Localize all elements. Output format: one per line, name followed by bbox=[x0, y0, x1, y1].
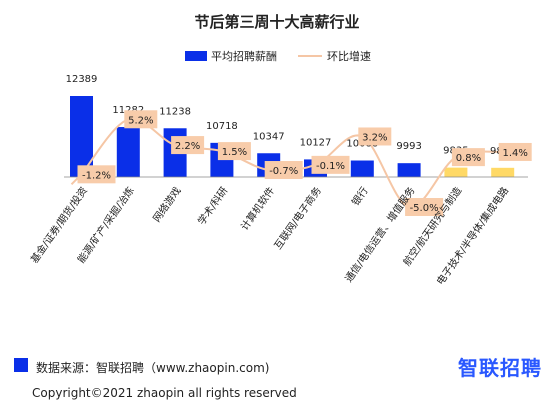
legend-line-label: 环比增速 bbox=[327, 49, 371, 63]
growth-label: -0.7% bbox=[269, 166, 298, 177]
category-label: 学术/科研 bbox=[195, 184, 231, 227]
growth-label: 1.5% bbox=[222, 147, 247, 158]
growth-label: 2.2% bbox=[175, 141, 200, 152]
bar-value-label: 12389 bbox=[66, 74, 98, 85]
growth-label-box bbox=[405, 198, 444, 216]
source-marker bbox=[14, 358, 28, 372]
bar bbox=[116, 127, 140, 177]
growth-label-box bbox=[264, 161, 303, 180]
copyright-text: Copyright©2021 zhaopin all rights reserv… bbox=[32, 386, 297, 400]
growth-labels: -1.2% 5.2% 2.2% 1.5% -0.7% -0.1% 3.2% -5.0% 0.8%… bbox=[77, 110, 532, 216]
growth-label: -1.2% bbox=[82, 170, 111, 181]
bar bbox=[70, 96, 93, 177]
growth-label: 0.8% bbox=[456, 153, 481, 164]
bar bbox=[350, 160, 374, 177]
growth-label: -5.0% bbox=[410, 203, 439, 214]
legend-bar-label: 平均招聘薪酬 bbox=[211, 49, 277, 63]
source-text: 数据来源：智联招聘（www.zhaopin.com) bbox=[36, 361, 270, 375]
category-label: 互联网/电子商务 bbox=[271, 184, 324, 252]
growth-label-box bbox=[451, 148, 485, 167]
growth-label: -0.1% bbox=[316, 161, 345, 172]
growth-label: 3.2% bbox=[362, 132, 387, 143]
legend: 平均招聘薪酬 环比增速 bbox=[185, 49, 371, 63]
bar-value-label: 10347 bbox=[253, 131, 285, 142]
growth-label-box bbox=[77, 165, 116, 184]
bar bbox=[397, 163, 421, 177]
bar-value-label: 9993 bbox=[396, 141, 421, 152]
bar-value-label: 11238 bbox=[159, 106, 191, 117]
growth-label-box bbox=[311, 155, 350, 174]
category-label: 网络游戏 bbox=[150, 184, 184, 224]
bar-value-label: 10718 bbox=[206, 121, 238, 132]
chart-title: 节后第三周十大高薪行业 bbox=[194, 13, 359, 31]
bar bbox=[444, 167, 468, 177]
category-label: 银行 bbox=[349, 184, 371, 208]
growth-label-box bbox=[358, 127, 392, 146]
growth-label: 5.2% bbox=[128, 115, 153, 126]
bar bbox=[491, 167, 515, 177]
legend-bar-swatch bbox=[185, 51, 207, 61]
brand-logo: 智联招聘 bbox=[458, 356, 542, 380]
growth-label-box bbox=[498, 142, 532, 161]
growth-label-box bbox=[217, 142, 251, 161]
growth-label-box bbox=[171, 136, 205, 155]
growth-label-box bbox=[124, 110, 158, 129]
growth-label: 1.4% bbox=[502, 148, 527, 159]
bar-value-label: 10127 bbox=[300, 137, 332, 148]
category-label: 计算机软件 bbox=[238, 184, 277, 232]
